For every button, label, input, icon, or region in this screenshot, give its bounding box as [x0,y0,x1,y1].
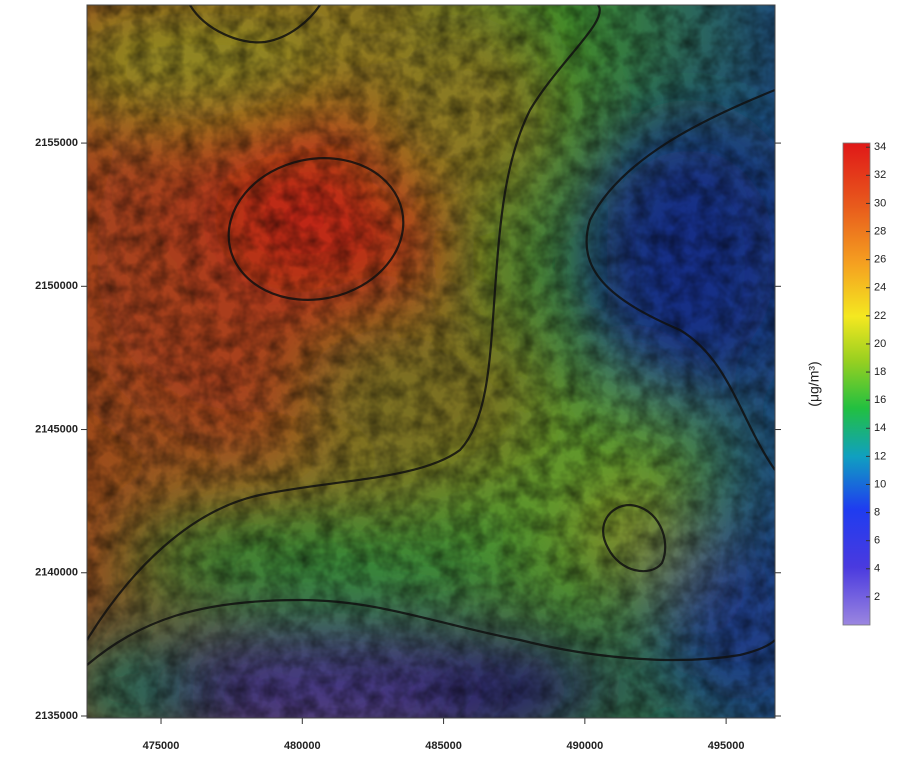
colorbar-tick-label: 30 [874,197,886,209]
colorbar-label: (μg/m³) [806,361,822,406]
map-figure: (μg/m³) 47500048000048500049000049500021… [0,0,902,762]
x-tick-label: 495000 [708,740,745,752]
colorbar-tick-label: 16 [874,394,886,406]
colorbar [843,143,870,625]
colorbar-tick-label: 6 [874,535,880,547]
x-tick-label: 480000 [284,740,321,752]
colorbar-tick-label: 4 [874,563,880,575]
concentration-map [40,0,810,760]
colorbar-tick-label: 32 [874,169,886,181]
colorbar-tick-label: 22 [874,310,886,322]
colorbar-tick-label: 14 [874,422,886,434]
y-tick-label: 2135000 [35,710,78,722]
y-tick-label: 2150000 [35,280,78,292]
colorbar-tick-label: 28 [874,225,886,237]
y-tick-label: 2145000 [35,423,78,435]
colorbar-tick-label: 18 [874,366,886,378]
x-tick-label: 485000 [425,740,462,752]
colorbar-tick-label: 26 [874,254,886,266]
x-tick-label: 475000 [143,740,180,752]
colorbar-tick-label: 24 [874,282,886,294]
colorbar-tick-label: 8 [874,506,880,518]
colorbar-tick-label: 20 [874,338,886,350]
colorbar-tick-label: 34 [874,141,886,153]
y-tick-label: 2155000 [35,137,78,149]
colorbar-tick-label: 12 [874,450,886,462]
y-tick-label: 2140000 [35,567,78,579]
x-tick-label: 490000 [566,740,603,752]
colorbar-tick-label: 10 [874,478,886,490]
colorbar-tick-label: 2 [874,591,880,603]
